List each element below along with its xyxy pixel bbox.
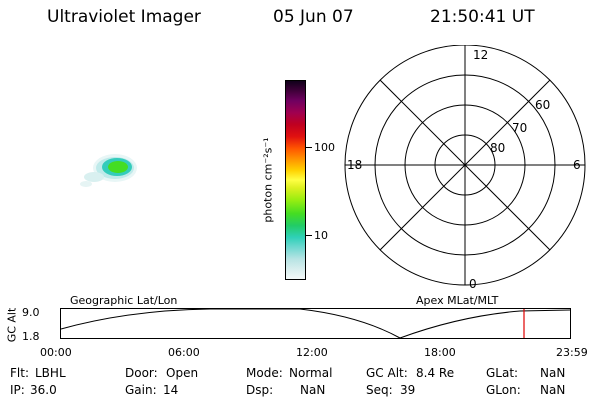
- gc-alt-min-label: 1.8: [22, 330, 40, 343]
- altitude-timeline: [60, 308, 571, 339]
- geographic-image: [80, 154, 137, 187]
- geographic-caption: Geographic Lat/Lon: [70, 294, 178, 307]
- info-glat-value: NaN: [540, 366, 566, 380]
- mlt-label-18: 18: [347, 158, 362, 172]
- auroral-emission-blob: [80, 154, 137, 187]
- mlt-label-0: 0: [469, 277, 477, 290]
- colorbar-tick-100: [306, 147, 312, 148]
- info-gcalt-value: 8.4 Re: [416, 366, 455, 380]
- time-label-1200: 12:00: [296, 346, 328, 359]
- lat-label-60: 60: [535, 98, 550, 112]
- info-ip-label: IP:: [10, 383, 25, 397]
- lat-label-80: 80: [490, 141, 505, 155]
- info-dsp-label: Dsp:: [246, 383, 274, 397]
- info-gcalt-label: GC Alt:: [366, 366, 408, 380]
- info-seq-value: 39: [400, 383, 416, 397]
- info-dsp-value: NaN: [300, 383, 326, 397]
- colorbar-tick-10: [306, 235, 312, 236]
- intensity-colorbar: [285, 80, 306, 280]
- mlt-label-6: 6: [573, 158, 581, 172]
- timeline-frame: [60, 308, 571, 339]
- time-label-0600: 06:00: [168, 346, 200, 359]
- time-label-2359: 23:59: [556, 346, 588, 359]
- colorbar-unit-label: photon cm⁻²s⁻¹: [261, 137, 275, 223]
- info-ip-value: 36.0: [30, 383, 57, 397]
- lat-label-70: 70: [512, 121, 527, 135]
- info-gain-value: 14: [163, 383, 179, 397]
- mlt-label-12: 12: [473, 48, 488, 62]
- apex-caption: Apex MLat/MLT: [416, 294, 499, 307]
- info-flt-value: LBHL: [35, 366, 66, 380]
- colorbar-label-100: 100: [314, 141, 335, 154]
- time-label: 21:50:41 UT: [430, 7, 535, 27]
- polar-diagonal-2: [379, 79, 551, 251]
- info-flt-label: Flt:: [10, 366, 29, 380]
- colorbar-label-10: 10: [314, 229, 328, 242]
- gc-alt-max-label: 9.0: [22, 306, 40, 319]
- info-gain-label: Gain:: [125, 383, 157, 397]
- info-door-value: Open: [166, 366, 199, 380]
- info-mode-label: Mode:: [246, 366, 283, 380]
- polar-plot: 12 18 6 0 60 70 80: [344, 45, 586, 290]
- info-mode-value: Normal: [289, 366, 333, 380]
- gc-altitude-curve: [60, 308, 571, 339]
- info-glon-label: GLon:: [486, 383, 521, 397]
- info-glat-label: GLat:: [486, 366, 519, 380]
- gc-alt-axis-title: GC Alt: [5, 307, 19, 343]
- info-glon-value: NaN: [540, 383, 566, 397]
- time-label-1800: 18:00: [424, 346, 456, 359]
- time-label-0000: 00:00: [40, 346, 72, 359]
- date-label: 05 Jun 07: [273, 7, 354, 27]
- info-door-label: Door:: [125, 366, 158, 380]
- info-seq-label: Seq:: [366, 383, 393, 397]
- app-title: Ultraviolet Imager: [47, 7, 201, 27]
